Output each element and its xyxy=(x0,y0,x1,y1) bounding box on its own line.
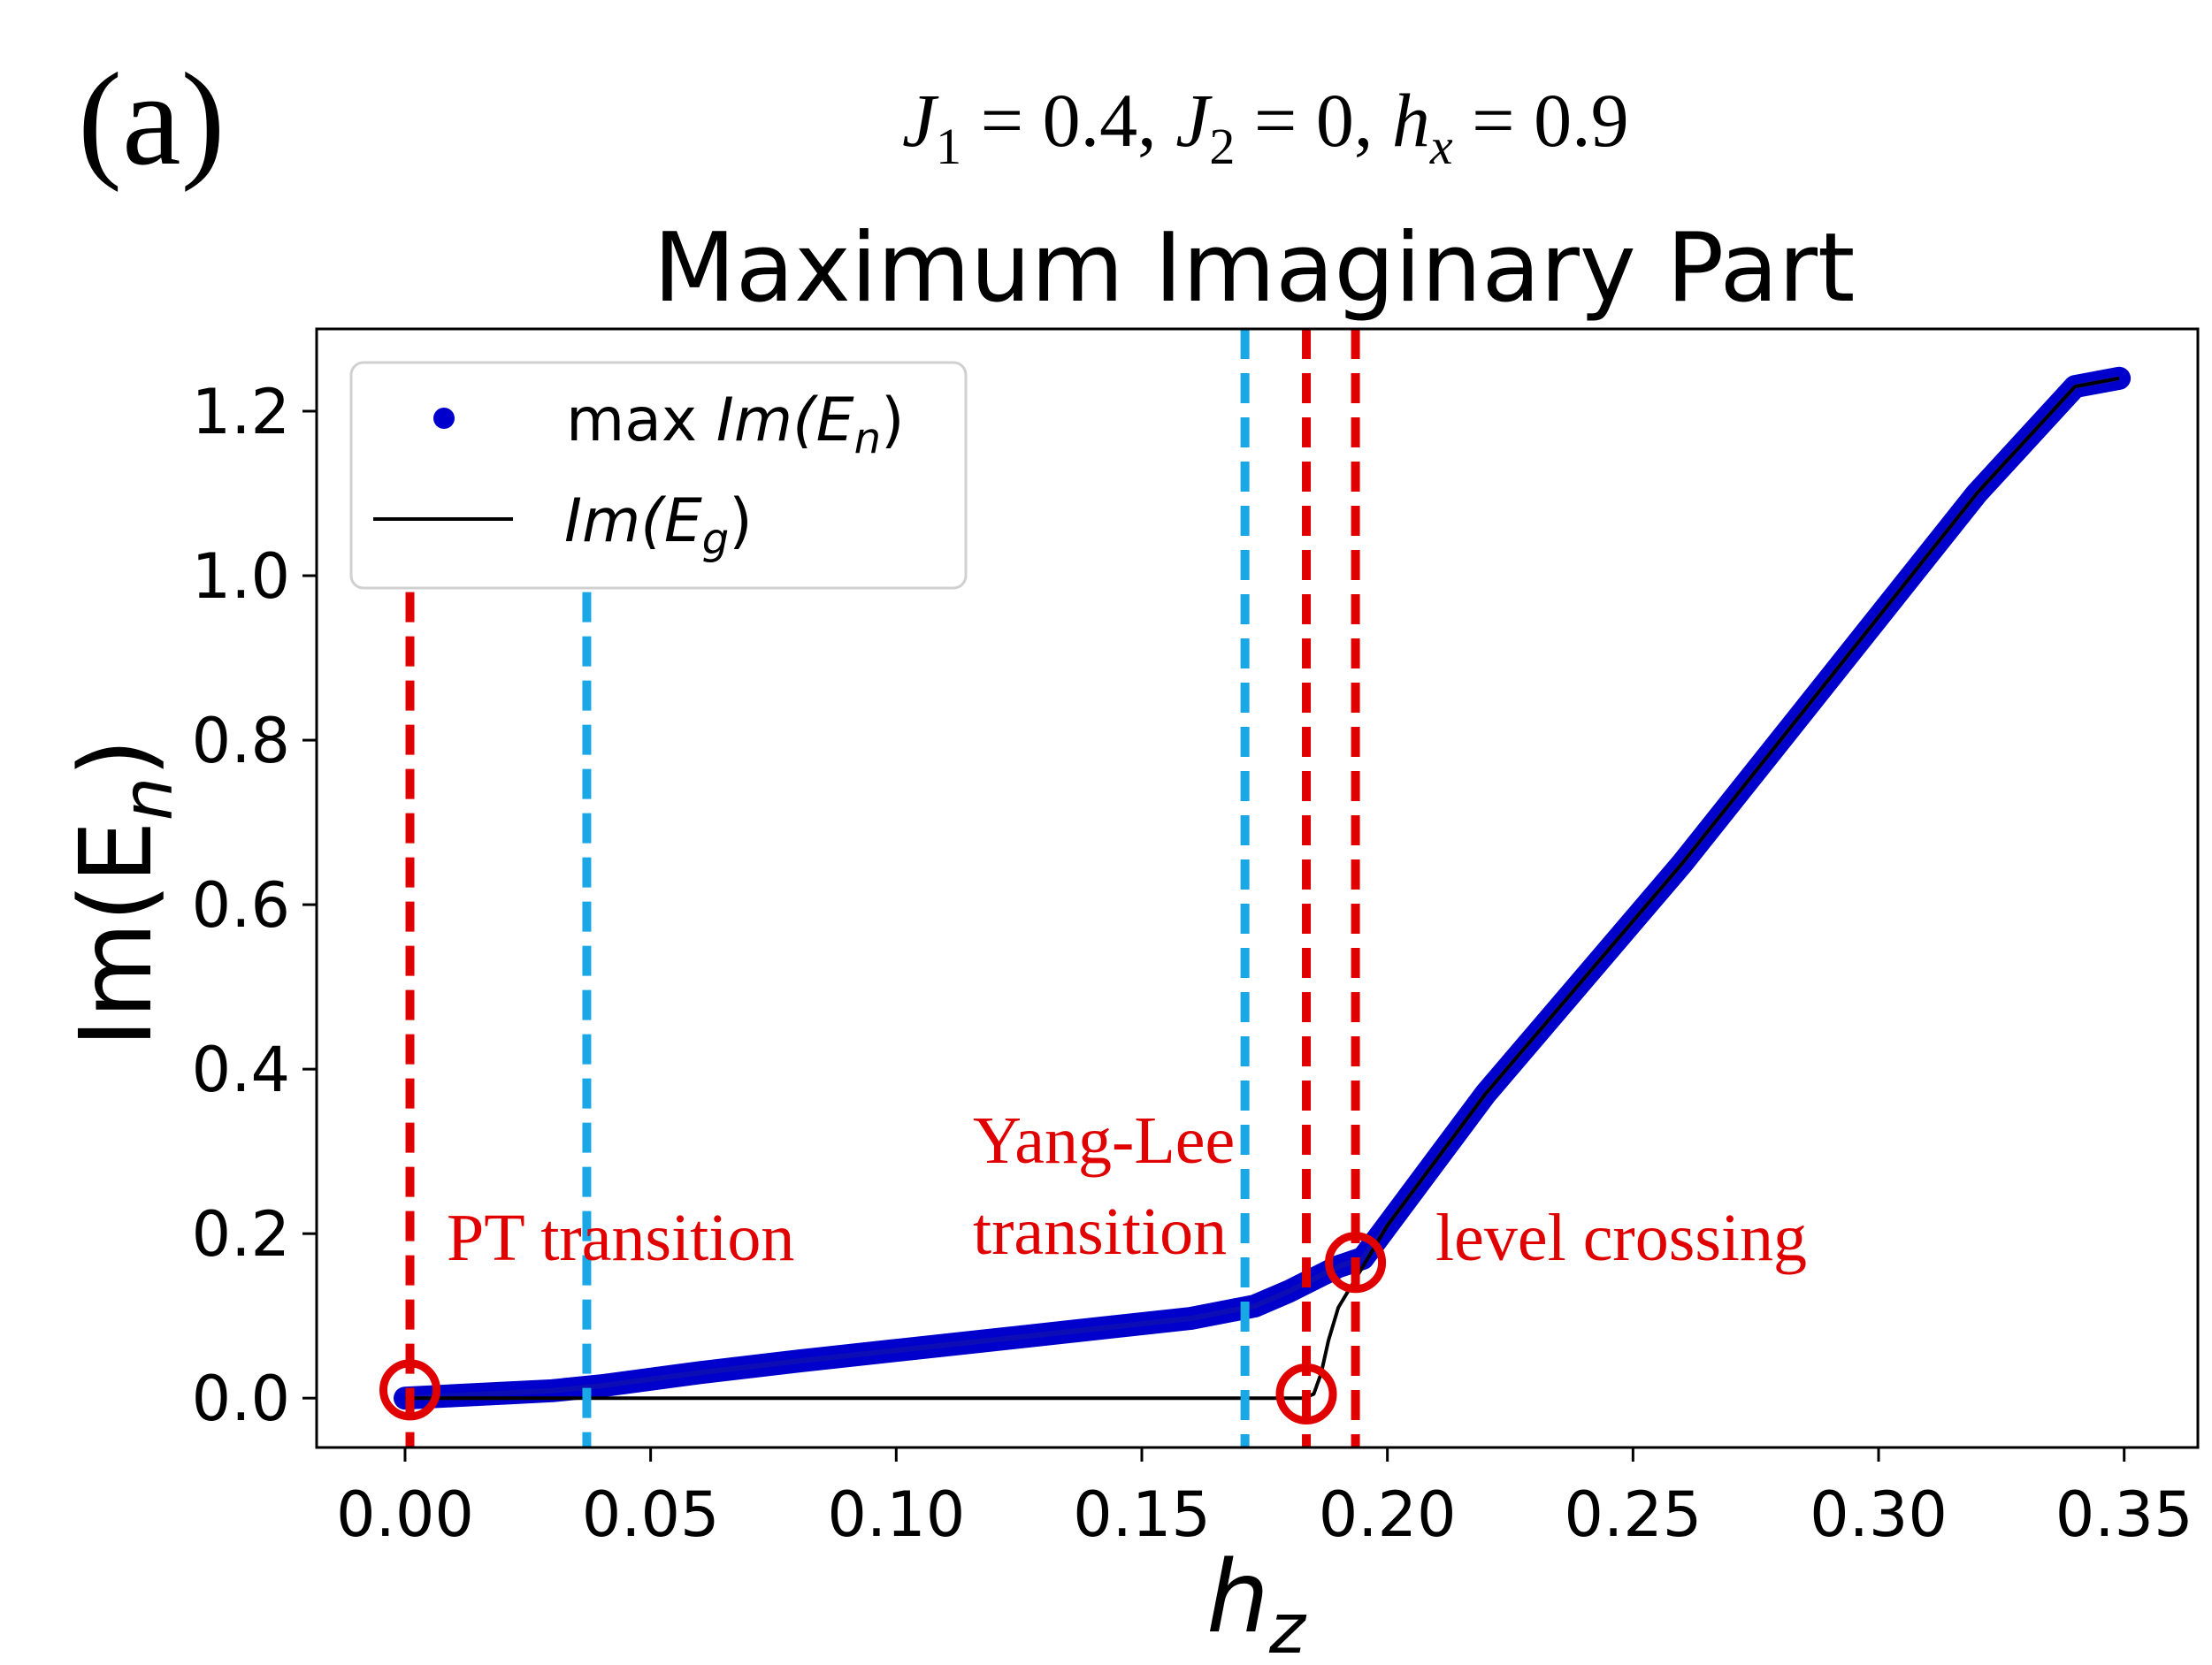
y-tick-label: 0.2 xyxy=(192,1198,290,1271)
legend-entry-1-sub: g xyxy=(702,515,729,564)
x-tick-label: 0.15 xyxy=(1073,1478,1211,1551)
legend-entry-0-prefix: max xyxy=(566,386,716,455)
legend-box xyxy=(349,361,968,590)
y-tick-label: 0.8 xyxy=(192,705,290,777)
x-tick-label: 0.10 xyxy=(827,1478,965,1551)
legend-entry-1-main: Im(E xyxy=(564,486,702,556)
legend-entry-1-close: ) xyxy=(729,486,753,556)
legend-entry-max-im-en: max Im(En) xyxy=(566,386,905,463)
y-axis-label-sub: n xyxy=(109,777,188,821)
param-hx-value: = 0.9 xyxy=(1453,78,1629,163)
x-axis-label: hz xyxy=(1206,1540,1307,1665)
y-axis-label-close: ) xyxy=(59,738,174,777)
y-tick-label: 1.2 xyxy=(192,376,290,448)
param-j1-sub: 1 xyxy=(936,118,961,175)
chart-title: Maximum Imaginary Part xyxy=(654,213,1856,324)
marker-circle-2 xyxy=(1325,1232,1387,1294)
x-axis-label-sub: z xyxy=(1268,1590,1307,1665)
x-tick-label: 0.00 xyxy=(336,1478,474,1551)
legend-entry-0-sub: n xyxy=(854,414,881,463)
x-tick-label: 0.35 xyxy=(2055,1478,2193,1551)
y-tick-label: 0.4 xyxy=(192,1034,290,1106)
param-j1-value: = 0.4, xyxy=(961,78,1175,163)
param-j2-sub: 2 xyxy=(1209,118,1235,175)
annotation-level-crossing: level crossing xyxy=(1435,1201,1807,1275)
plot-frame xyxy=(315,327,2200,1449)
axis-ticks xyxy=(302,409,2126,1462)
y-tick-label: 0.6 xyxy=(192,869,290,942)
x-axis-label-main: h xyxy=(1206,1540,1269,1655)
series-layer xyxy=(394,366,2132,1410)
marker-circle-0 xyxy=(379,1359,441,1421)
param-j2-symbol: J xyxy=(1175,78,1213,163)
tick-labels: 0.00 0.05 0.10 0.15 0.20 0.25 0.30 0.35 0.0 0.2 0.… xyxy=(192,376,2193,1551)
legend: max Im(En) Im(Eg) xyxy=(349,361,968,590)
y-tick-label: 0.0 xyxy=(192,1363,290,1435)
series-im-eg xyxy=(405,376,2120,1401)
y-axis-label-main: Im(E xyxy=(59,821,174,1048)
legend-entry-0-main: Im(E xyxy=(716,386,854,455)
param-hx-sub: x xyxy=(1429,118,1453,175)
annotation-yang-lee-line1: Yang-Lee xyxy=(973,1104,1235,1178)
param-j2-value: = 0, xyxy=(1235,78,1392,163)
x-tick-label: 0.05 xyxy=(582,1478,720,1551)
circles-layer xyxy=(379,1232,1387,1425)
vertical-lines-layer xyxy=(405,329,1360,1447)
param-j1-symbol: J xyxy=(902,78,939,163)
x-tick-label: 0.30 xyxy=(1810,1478,1948,1551)
param-hx-symbol: h xyxy=(1392,78,1430,163)
x-tick-label: 0.25 xyxy=(1564,1478,1702,1551)
y-axis-label: Im(En) xyxy=(59,738,188,1048)
marker-circle-1 xyxy=(1275,1363,1337,1425)
panel-label: (a) xyxy=(78,46,225,193)
legend-marker-dot xyxy=(433,408,455,429)
y-tick-label: 1.0 xyxy=(192,540,290,613)
legend-entry-0-close: ) xyxy=(881,386,905,455)
legend-entry-im-eg: Im(Eg) xyxy=(564,486,753,564)
annotation-pt-transition: PT transition xyxy=(447,1201,794,1275)
x-tick-label: 0.20 xyxy=(1319,1478,1457,1551)
annotation-yang-lee-line2: transition xyxy=(973,1195,1227,1269)
parameter-line: J1 = 0.4, J2 = 0, hx = 0.9 xyxy=(902,78,1629,175)
